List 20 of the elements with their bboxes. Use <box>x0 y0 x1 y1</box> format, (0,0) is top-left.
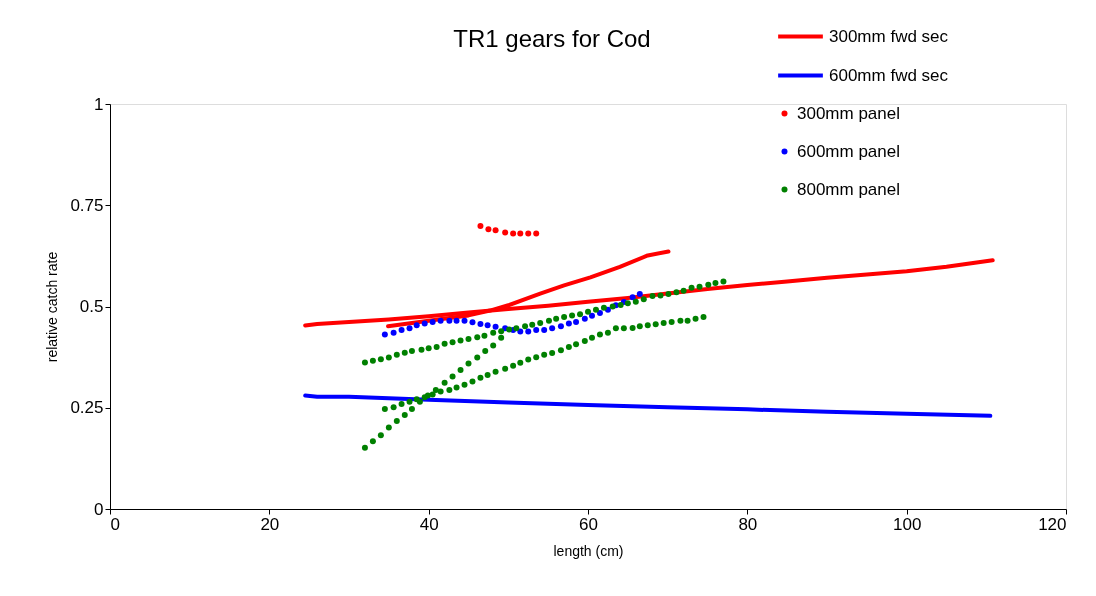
legend-label: 300mm panel <box>797 103 901 123</box>
y-tick-label: 1 <box>94 94 104 114</box>
x-tick-label: 20 <box>260 514 280 534</box>
legend-label: 800mm panel <box>797 179 901 199</box>
chart-title: TR1 gears for Cod <box>453 25 651 52</box>
x-tick-label: 100 <box>892 514 922 534</box>
y-tick-label: 0 <box>94 499 104 519</box>
x-tick-label: 120 <box>1038 514 1067 534</box>
legend-label: 300mm fwd sec <box>829 26 949 46</box>
y-tick-label: 0.25 <box>70 398 104 418</box>
x-tick-label: 0 <box>110 514 120 534</box>
x-tick-label: 40 <box>419 514 439 534</box>
y-axis-title: relative catch rate <box>44 251 61 363</box>
y-tick-label: 0.5 <box>79 297 104 316</box>
y-tick-label: 0.75 <box>70 195 104 215</box>
legend-label: 600mm fwd sec <box>829 65 949 85</box>
x-axis-title: length (cm) <box>553 542 624 559</box>
legend-label: 600mm panel <box>797 141 901 161</box>
x-tick-label: 80 <box>738 514 758 534</box>
x-tick-label: 60 <box>579 514 598 534</box>
